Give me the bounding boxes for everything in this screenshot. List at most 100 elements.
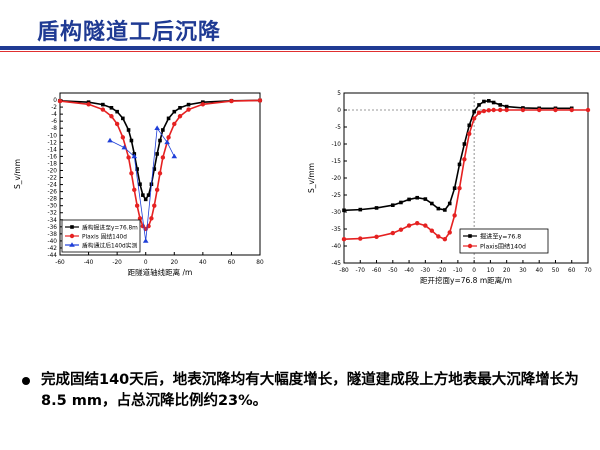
x-tick-label: 60 [228, 260, 236, 266]
data-point [157, 171, 163, 176]
x-tick-label: -10 [453, 268, 463, 274]
data-point [129, 138, 134, 143]
x-tick-label: 70 [584, 268, 592, 274]
data-point [166, 116, 171, 121]
data-point [429, 228, 435, 233]
data-point [342, 208, 346, 213]
y-tick-label: -10 [48, 133, 58, 139]
data-point [155, 152, 159, 156]
x-tick-label: 40 [536, 268, 544, 274]
x-tick-label: -40 [404, 268, 414, 274]
legend-label: 盾构通过后140d实测 [82, 242, 138, 250]
y-tick-label: -20 [332, 176, 342, 182]
slide-title: 盾构隧道工后沉降 [37, 20, 222, 45]
y-tick-label: -5 [335, 125, 341, 131]
data-point [457, 186, 462, 191]
data-point [160, 155, 166, 160]
x-tick-label: 50 [552, 268, 560, 274]
data-point [149, 216, 154, 221]
y-tick-label: -26 [48, 190, 58, 196]
data-point [471, 116, 477, 121]
data-point [467, 123, 472, 128]
chart-longitudinal-settlement: -80 -70 -60 -50 -40 -30 -20 -10 0 10 20 30 40 50 60 705… [307, 91, 592, 285]
legend-marker [467, 243, 473, 249]
x-tick-label: -30 [421, 268, 431, 274]
data-point [447, 230, 452, 235]
y-tick-label: -24 [48, 183, 58, 189]
bullet-text: 完成固结140天后，地表沉降均有大幅度增长，隧道建成段上方地表最大沉降增长为8.… [41, 372, 579, 409]
data-point [121, 116, 125, 121]
data-point [504, 107, 509, 113]
bullet-point: 完成固结140天后，地表沉降均有大幅度增长，隧道建成段上方地表最大沉降增长为8.… [22, 370, 582, 412]
chart-transverse-settlement: -60 -40 -20 0 20 40 60 800-2-4-6-8-10-12-14-16-… [13, 92, 264, 277]
x-tick-label: -20 [112, 260, 122, 266]
data-point [374, 234, 379, 240]
data-point [101, 102, 105, 107]
legend-label: 盾构掘进至y=76.8m [82, 224, 138, 232]
x-tick-label: -60 [55, 260, 65, 266]
data-point [257, 98, 263, 103]
x-axis-label: 距隧道轴线距离 /m [128, 267, 193, 277]
y-tick-label: -30 [48, 204, 58, 210]
data-point [462, 157, 467, 162]
legend-marker [69, 233, 75, 239]
title-underline-accent [0, 51, 600, 52]
data-point [569, 107, 574, 113]
data-point [537, 107, 542, 113]
y-tick-label: 0 [337, 108, 341, 114]
y-tick-label: -10 [332, 142, 342, 148]
series-2 [57, 98, 263, 232]
y-tick-label: -34 [48, 218, 58, 224]
data-point [472, 109, 476, 114]
legend: 掘进至y=76.8 Plaxis固结140d [459, 228, 549, 254]
data-point [520, 107, 526, 113]
data-point [491, 107, 496, 113]
x-tick-label: 0 [472, 268, 476, 274]
legend-marker [70, 225, 74, 229]
y-tick-label: -2 [51, 105, 57, 111]
y-tick-label: -38 [48, 232, 58, 238]
series-2 [341, 107, 591, 242]
y-axis-label: S_v/mm [13, 159, 22, 189]
y-tick-label: 5 [337, 91, 341, 97]
x-tick-label: 0 [144, 260, 148, 266]
data-point [114, 121, 120, 127]
data-point [154, 125, 160, 131]
data-point [186, 102, 191, 107]
data-point [172, 121, 177, 127]
data-point [152, 203, 157, 208]
y-tick-label: -45 [332, 261, 342, 267]
data-point [423, 197, 428, 201]
plot-frame [59, 92, 261, 256]
x-tick-label: 30 [519, 268, 527, 274]
data-point [186, 107, 191, 112]
x-tick-label: 10 [487, 268, 495, 274]
x-tick-label: 40 [199, 260, 207, 266]
data-point [158, 138, 162, 143]
data-point [374, 206, 379, 210]
y-tick-label: 0 [53, 98, 57, 104]
data-point [462, 142, 467, 146]
y-tick-label: -18 [48, 161, 58, 167]
data-point [171, 153, 178, 159]
data-point [486, 99, 491, 103]
y-tick-label: -8 [51, 126, 57, 132]
data-point [358, 207, 363, 212]
x-tick-label: -80 [339, 268, 349, 274]
x-tick-label: -60 [372, 268, 382, 274]
x-tick-label: 20 [171, 260, 179, 266]
data-point [399, 200, 403, 205]
data-point [126, 155, 131, 160]
y-axis-label: S_v/mm [307, 163, 316, 193]
data-point [177, 114, 183, 119]
data-point [166, 135, 171, 140]
data-point [126, 128, 131, 132]
data-point [436, 206, 441, 211]
data-point [585, 107, 591, 113]
y-tick-label: -6 [51, 119, 57, 125]
y-tick-label: -22 [48, 176, 58, 182]
data-point [553, 107, 558, 113]
data-point [86, 102, 91, 107]
data-point [430, 201, 434, 206]
data-point [486, 108, 491, 113]
